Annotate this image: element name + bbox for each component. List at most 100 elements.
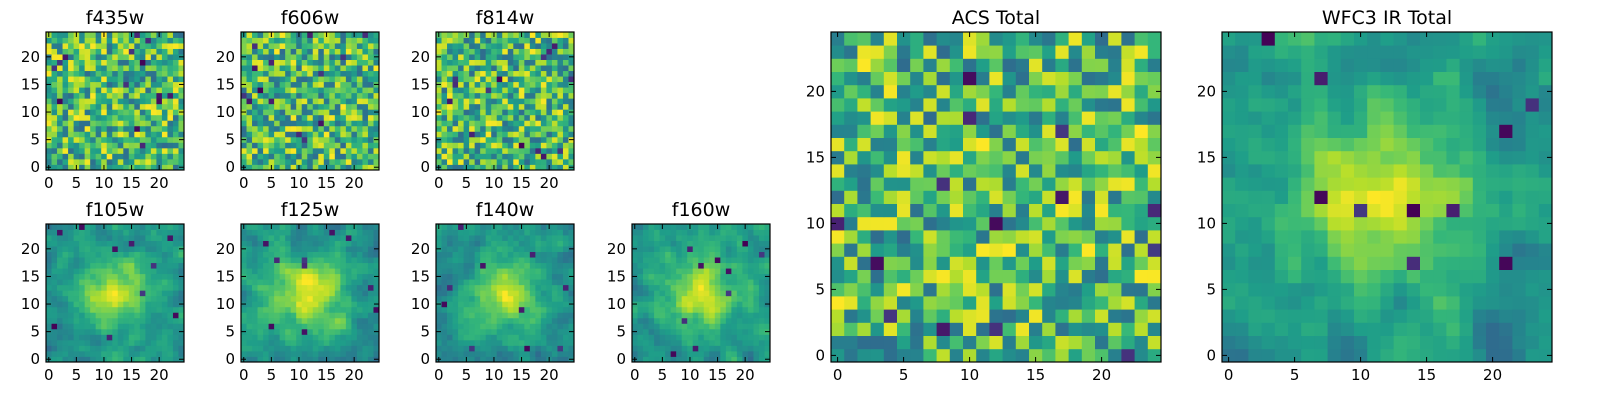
heatmap-cell <box>475 120 481 126</box>
heatmap-cell <box>329 71 335 77</box>
heatmap-cell <box>731 351 737 357</box>
heatmap-cell <box>96 340 102 346</box>
heatmap-cell <box>442 38 448 44</box>
heatmap-cell <box>335 131 341 137</box>
heatmap-cell <box>74 54 80 60</box>
heatmap-cell <box>167 115 173 121</box>
heatmap-cell <box>145 307 151 313</box>
heatmap-cell <box>79 246 85 252</box>
heatmap-cell <box>346 38 352 44</box>
heatmap-cell <box>513 224 519 230</box>
heatmap-cell <box>167 263 173 269</box>
y-tick-label: 10 <box>216 103 235 121</box>
heatmap-cell <box>335 329 341 335</box>
heatmap-cell <box>101 38 107 44</box>
heatmap-cell <box>1069 283 1083 297</box>
heatmap-cell <box>134 120 140 126</box>
heatmap-cell <box>508 126 514 132</box>
heatmap-cell <box>151 109 157 115</box>
heatmap-cell <box>162 318 168 324</box>
heatmap-cell <box>546 230 552 236</box>
heatmap-cell <box>156 76 162 82</box>
heatmap-cell <box>519 312 525 318</box>
heatmap-cell <box>704 296 710 302</box>
heatmap-cell <box>68 241 74 247</box>
heatmap-cell <box>726 351 732 357</box>
heatmap-cell <box>475 340 481 346</box>
heatmap-cell <box>643 290 649 296</box>
heatmap-cell <box>63 323 69 329</box>
heatmap-cell <box>464 60 470 66</box>
heatmap-cell <box>508 274 514 280</box>
heatmap-cell <box>357 290 363 296</box>
heatmap-cell <box>368 137 374 143</box>
heatmap-cell <box>923 243 937 257</box>
heatmap-cell <box>280 76 286 82</box>
heatmap-cell <box>1148 177 1162 191</box>
y-tick-label: 20 <box>607 240 626 258</box>
heatmap-cell <box>340 323 346 329</box>
heatmap-cell <box>351 159 357 165</box>
heatmap-cell <box>324 263 330 269</box>
heatmap-cell <box>480 137 486 143</box>
heatmap-cell <box>313 87 319 93</box>
heatmap-cell <box>469 334 475 340</box>
heatmap-cell <box>557 71 563 77</box>
heatmap-cell <box>74 137 80 143</box>
heatmap-cell <box>368 131 374 137</box>
heatmap-cell <box>162 241 168 247</box>
heatmap-cell <box>530 312 536 318</box>
heatmap-cell <box>85 54 91 60</box>
heatmap-cell <box>552 93 558 99</box>
heatmap-cell <box>129 230 135 236</box>
heatmap-cell <box>480 246 486 252</box>
heatmap-cell <box>469 263 475 269</box>
heatmap-cell <box>469 71 475 77</box>
heatmap-cell <box>753 279 759 285</box>
heatmap-cell <box>57 285 63 291</box>
heatmap-cell <box>258 263 264 269</box>
heatmap-cell <box>241 43 247 49</box>
heatmap-cell <box>134 323 140 329</box>
heatmap-cell <box>46 87 52 93</box>
heatmap-cell <box>118 340 124 346</box>
heatmap-cell <box>486 38 492 44</box>
heatmap-cell <box>519 82 525 88</box>
heatmap-cell <box>530 71 536 77</box>
heatmap-cell <box>247 131 253 137</box>
heatmap-cell <box>731 312 737 318</box>
heatmap-cell <box>660 230 666 236</box>
heatmap-cell <box>704 268 710 274</box>
heatmap-cell <box>118 263 124 269</box>
heatmap-cell <box>1082 177 1096 191</box>
heatmap-cell <box>140 252 146 258</box>
heatmap-cell <box>491 115 497 121</box>
heatmap-cell <box>79 126 85 132</box>
heatmap-cell <box>285 120 291 126</box>
heatmap-cell <box>546 71 552 77</box>
heatmap-cell <box>632 334 638 340</box>
heatmap-cell <box>480 307 486 313</box>
heatmap-cell <box>145 98 151 104</box>
heatmap-cell <box>1016 349 1030 363</box>
heatmap-cell <box>1135 270 1149 284</box>
heatmap-cell <box>173 137 179 143</box>
heatmap-cell <box>357 142 363 148</box>
heatmap-cell <box>447 109 453 115</box>
heatmap-cell <box>90 235 96 241</box>
heatmap-cell <box>502 345 508 351</box>
heatmap-cell <box>676 235 682 241</box>
heatmap-cell <box>524 65 530 71</box>
heatmap-cell <box>469 246 475 252</box>
heatmap-cell <box>731 318 737 324</box>
heatmap-cell <box>173 274 179 280</box>
heatmap-cell <box>530 43 536 49</box>
heatmap-cell <box>632 296 638 302</box>
heatmap-cell <box>63 351 69 357</box>
heatmap-cell <box>546 268 552 274</box>
heatmap-cell <box>923 322 937 336</box>
heatmap-cell <box>335 98 341 104</box>
heatmap-cell <box>535 274 541 280</box>
heatmap-cell <box>107 115 113 121</box>
